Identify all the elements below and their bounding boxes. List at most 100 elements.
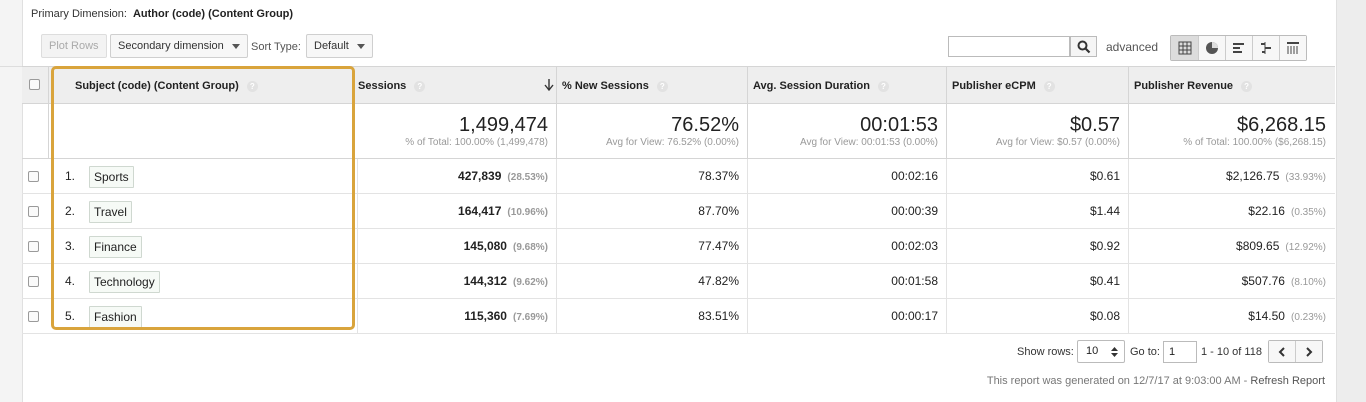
header-sessions[interactable]: Sessions? [352, 67, 557, 103]
row-checkbox[interactable] [28, 171, 39, 182]
help-icon[interactable]: ? [1241, 80, 1253, 92]
comparison-view-button[interactable] [1252, 36, 1279, 60]
duration-cell: 00:01:58 [747, 264, 947, 298]
sort-type-label: Sort Type: [251, 41, 301, 53]
sessions-value: 164,417 [458, 204, 502, 218]
totals-avg-duration-value: 00:01:53 [860, 114, 938, 136]
table-row: 3. Finance 145,080 (9.68%) 77.47% 00:02:0… [22, 229, 1335, 264]
totals-new-sessions-sub: Avg for View: 76.52% (0.00%) [605, 137, 739, 148]
sessions-value: 144,312 [463, 274, 507, 288]
secondary-dimension-label: Secondary dimension [118, 40, 224, 52]
select-all-checkbox[interactable] [29, 79, 40, 90]
row-number: 4. [65, 274, 76, 288]
header-dimension-label: Subject (code) (Content Group) [75, 80, 239, 92]
sessions-percent: (9.62%) [512, 277, 548, 288]
new-sessions-cell: 47.82% [556, 264, 748, 298]
primary-dimension-value[interactable]: Author (code) (Content Group) [132, 8, 294, 20]
sort-type-value: Default [314, 40, 349, 52]
search-button[interactable] [1070, 36, 1097, 57]
left-edge [0, 0, 22, 402]
sessions-cell: 427,839 (28.53%) [357, 159, 557, 193]
sessions-percent: (9.68%) [512, 242, 548, 253]
row-checkbox[interactable] [28, 276, 39, 287]
plot-rows-button[interactable]: Plot Rows [41, 34, 107, 58]
row-checkbox[interactable] [28, 206, 39, 217]
row-number: 5. [65, 309, 76, 323]
revenue-percent: (12.92%) [1285, 242, 1326, 253]
show-rows-select[interactable]: 10 [1077, 340, 1125, 363]
header-sessions-label: Sessions [358, 80, 407, 92]
revenue-percent: (0.23%) [1290, 312, 1326, 323]
header-revenue-label: Publisher Revenue [1134, 80, 1234, 92]
sessions-cell: 144,312 (9.62%) [357, 264, 557, 298]
subject-link[interactable]: Technology [89, 271, 160, 293]
table-header: Subject (code) (Content Group)? Sessions… [22, 66, 1335, 104]
primary-dimension: Primary Dimension: Author (code) (Content… [31, 8, 293, 20]
duration-cell: 00:00:17 [747, 299, 947, 333]
revenue-cell: $22.16 (0.35%) [1128, 194, 1335, 228]
revenue-cell: $14.50 (0.23%) [1128, 299, 1335, 333]
table-row: 5. Fashion 115,360 (7.69%) 83.51% 00:00:1… [22, 299, 1335, 334]
pivot-view-icon [1287, 42, 1299, 54]
header-new-sessions-label: % New Sessions [562, 80, 649, 92]
header-dimension[interactable]: Subject (code) (Content Group)? [48, 67, 358, 103]
subject-link[interactable]: Finance [89, 236, 142, 258]
sessions-percent: (10.96%) [507, 207, 548, 218]
row-checkbox[interactable] [28, 311, 39, 322]
header-new-sessions[interactable]: % New Sessions? [556, 67, 748, 103]
pagination-range: 1 - 10 of 118 [1201, 346, 1262, 358]
table-row: 4. Technology 144,312 (9.62%) 47.82% 00:0… [22, 264, 1335, 299]
revenue-value: $809.65 [1236, 239, 1280, 253]
sort-down-arrow-icon [544, 79, 554, 91]
show-rows-label: Show rows: [1017, 346, 1074, 358]
previous-page-button[interactable] [1269, 341, 1296, 362]
totals-ecpm: $0.57 Avg for View: $0.57 (0.00%) [946, 104, 1129, 158]
header-ecpm[interactable]: Publisher eCPM? [946, 67, 1129, 103]
ecpm-cell: $0.61 [946, 159, 1129, 193]
table-search-input[interactable] [948, 36, 1070, 57]
bar-view-button[interactable] [1225, 36, 1252, 60]
pie-view-icon [1206, 42, 1218, 54]
sessions-percent: (28.53%) [507, 172, 548, 183]
help-icon[interactable]: ? [246, 80, 258, 92]
pie-view-button[interactable] [1198, 36, 1225, 60]
search-icon [1077, 40, 1091, 54]
sessions-value: 115,360 [464, 309, 507, 323]
totals-revenue-sub: % of Total: 100.00% ($6,268.15) [1183, 137, 1326, 148]
grid-view-icon [1178, 41, 1191, 55]
show-rows-value: 10 [1086, 345, 1099, 357]
help-icon[interactable]: ? [877, 80, 889, 92]
sort-type-dropdown[interactable]: Default [306, 34, 373, 58]
secondary-dimension-dropdown[interactable]: Secondary dimension [110, 34, 248, 58]
revenue-cell: $809.65 (12.92%) [1128, 229, 1335, 263]
subject-link[interactable]: Fashion [89, 306, 142, 328]
row-checkbox[interactable] [28, 241, 39, 252]
totals-dimension-cell [48, 104, 358, 158]
help-icon[interactable]: ? [414, 80, 426, 92]
help-icon[interactable]: ? [1043, 80, 1055, 92]
goto-input[interactable]: 1 [1163, 341, 1197, 363]
new-sessions-cell: 83.51% [556, 299, 748, 333]
row-number: 1. [65, 169, 76, 183]
advanced-link[interactable]: advanced [1106, 40, 1159, 54]
header-avg-duration[interactable]: Avg. Session Duration? [747, 67, 947, 103]
header-revenue[interactable]: Publisher Revenue? [1128, 67, 1335, 103]
ecpm-cell: $0.92 [946, 229, 1129, 263]
sessions-percent: (7.69%) [512, 312, 548, 323]
refresh-report-link[interactable]: Refresh Report [1250, 375, 1325, 387]
subject-link[interactable]: Travel [89, 201, 132, 223]
primary-dimension-label: Primary Dimension: [31, 8, 127, 20]
goto-label: Go to: [1130, 346, 1160, 358]
next-page-button[interactable] [1296, 341, 1322, 362]
totals-new-sessions-value: 76.52% [671, 114, 739, 136]
grid-view-button[interactable] [1171, 36, 1198, 60]
new-sessions-cell: 87.70% [556, 194, 748, 228]
comparison-view-icon [1261, 42, 1271, 54]
subject-link[interactable]: Sports [89, 166, 134, 188]
help-icon[interactable]: ? [656, 80, 668, 92]
row-number: 2. [65, 204, 76, 218]
ecpm-cell: $0.08 [946, 299, 1129, 333]
pivot-view-button[interactable] [1279, 36, 1306, 60]
sessions-cell: 115,360 (7.69%) [357, 299, 557, 333]
totals-revenue-value: $6,268.15 [1237, 114, 1326, 136]
